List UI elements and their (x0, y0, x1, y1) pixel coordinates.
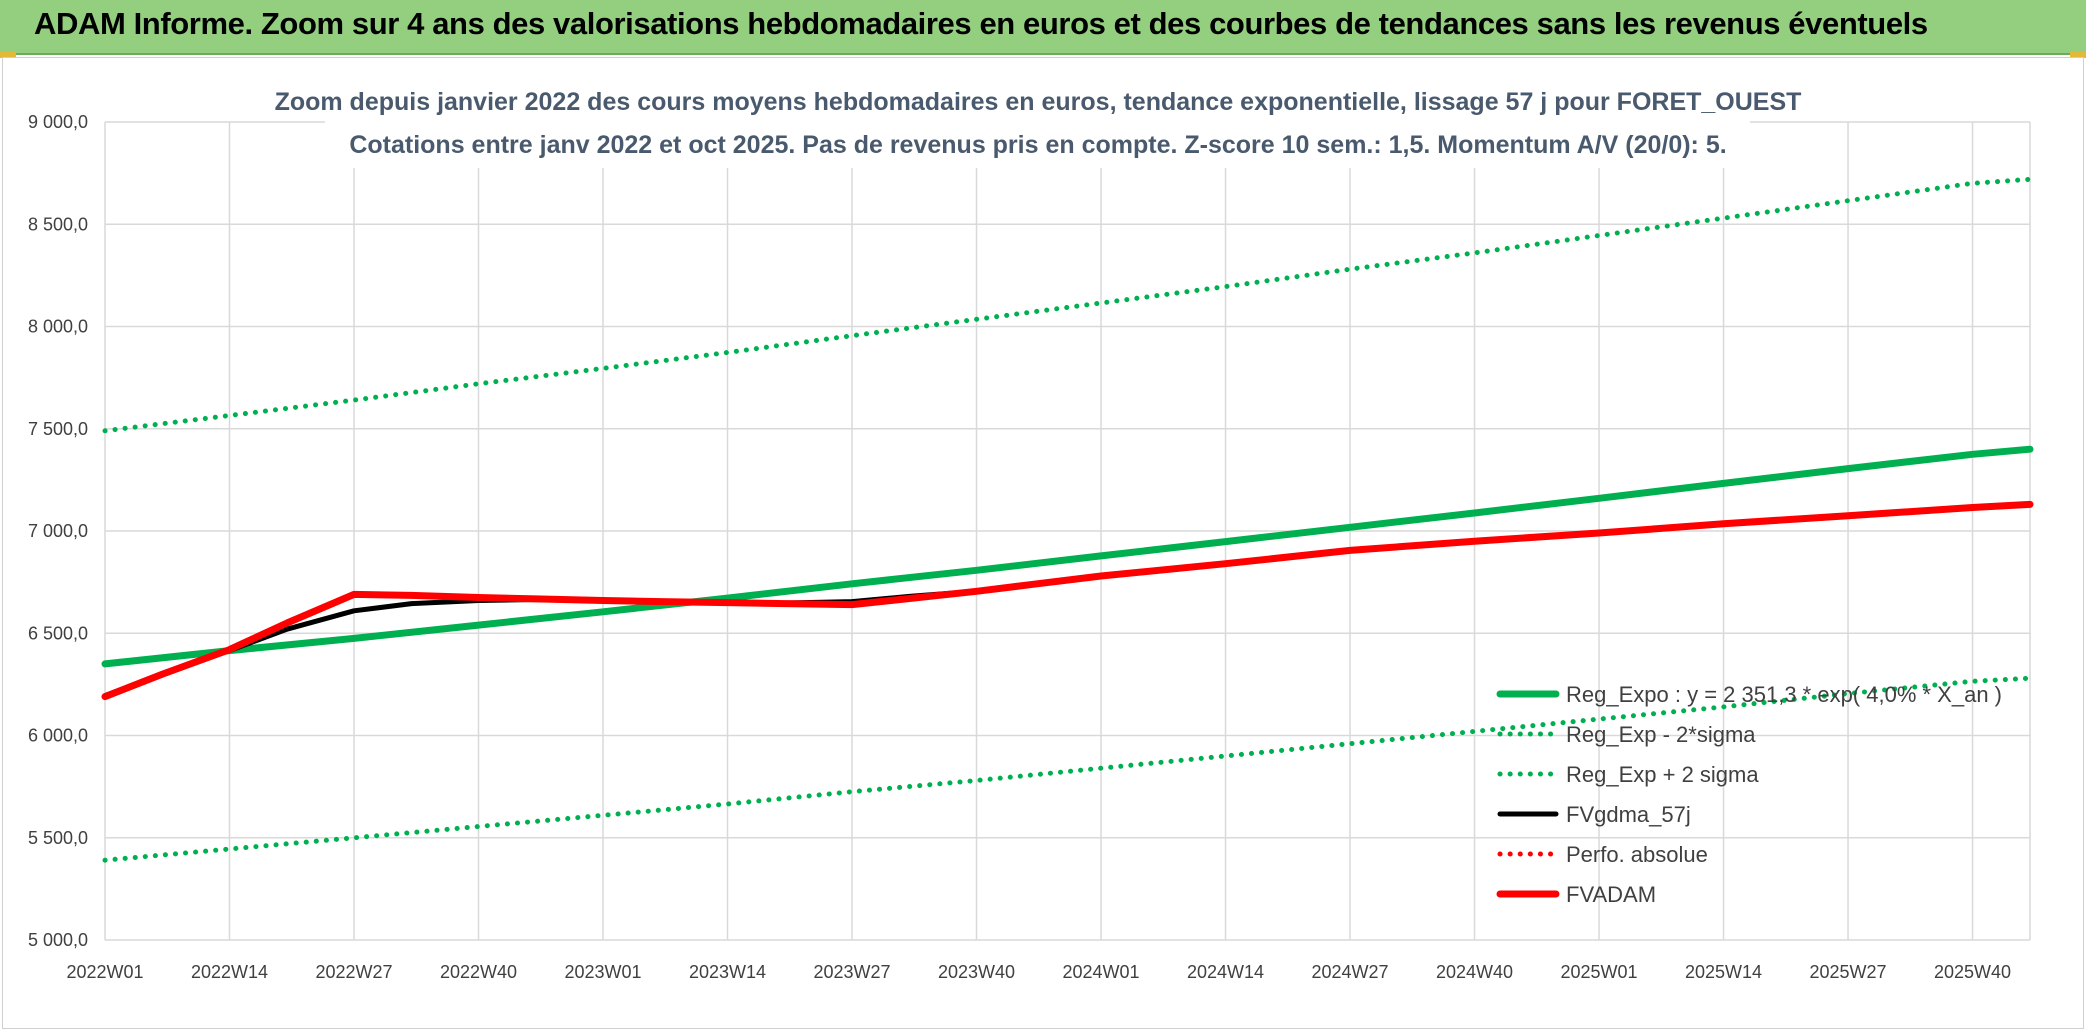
x-tick-label: 2024W14 (1187, 962, 1264, 982)
banner-corner-left (0, 52, 16, 58)
legend: Reg_Expo : y = 2 351,3 * exp( 4,0% * X_a… (1496, 682, 2002, 907)
chart-titles: Zoom depuis janvier 2022 des cours moyen… (275, 80, 1802, 168)
title-background (325, 80, 1750, 168)
x-tick-label: 2023W01 (564, 962, 641, 982)
x-tick-label: 2022W01 (66, 962, 143, 982)
x-tick-label: 2022W40 (440, 962, 517, 982)
y-tick-label: 5 500,0 (28, 828, 88, 848)
x-tick-label: 2024W27 (1311, 962, 1388, 982)
x-tick-label: 2025W01 (1560, 962, 1637, 982)
chart-title: Zoom depuis janvier 2022 des cours moyen… (275, 88, 1802, 116)
x-tick-label: 2023W14 (689, 962, 766, 982)
x-tick-label: 2023W27 (813, 962, 890, 982)
series-line-0 (101, 445, 2034, 668)
legend-label-3: FVgdma_57j (1566, 802, 1691, 827)
x-axis: 2022W01 2022W14 2022W27 2022W40 2023W01 2023W… (66, 962, 2011, 982)
x-tick-label: 2024W01 (1062, 962, 1139, 982)
series-line-5 (101, 500, 2034, 701)
y-tick-label: 6 000,0 (28, 726, 88, 746)
chart-subtitle: Cotations entre janv 2022 et oct 2025. P… (349, 131, 1726, 159)
y-tick-label: 7 000,0 (28, 521, 88, 541)
y-axis: 5 000,0 5 500,0 6 000,0 6 500,0 7 000,0 7 500… (28, 112, 88, 950)
y-tick-label: 9 000,0 (28, 112, 88, 132)
report-title: ADAM Informe. Zoom sur 4 ans des valoris… (34, 6, 1928, 41)
y-tick-label: 8 500,0 (28, 214, 88, 234)
chart-frame (2, 57, 2084, 1029)
legend-label-0: Reg_Expo : y = 2 351,3 * exp( 4,0% * X_a… (1566, 682, 2002, 707)
report-banner: ADAM Informe. Zoom sur 4 ans des valoris… (0, 0, 2086, 55)
legend-label-2: Reg_Exp + 2 sigma (1566, 762, 1759, 787)
y-tick-label: 6 500,0 (28, 623, 88, 643)
y-tick-label: 7 500,0 (28, 419, 88, 439)
x-tick-label: 2025W40 (1934, 962, 2011, 982)
grid-lines (104, 121, 2031, 941)
x-tick-label: 2024W40 (1436, 962, 1513, 982)
x-tick-label: 2025W27 (1810, 962, 1887, 982)
series-line-1 (102, 675, 2033, 863)
legend-label-4: Perfo. absolue (1566, 842, 1708, 867)
x-tick-label: 2022W27 (315, 962, 392, 982)
series-line-2 (102, 176, 2033, 434)
legend-label-5: FVADAM (1566, 882, 1656, 907)
x-tick-label: 2025W14 (1685, 962, 1762, 982)
banner-corner-right (2070, 52, 2086, 58)
x-tick-label: 2023W40 (938, 962, 1015, 982)
series-lines (101, 176, 2034, 863)
y-tick-label: 5 000,0 (28, 930, 88, 950)
legend-label-1: Reg_Exp - 2*sigma (1566, 722, 1756, 747)
y-tick-label: 8 000,0 (28, 317, 88, 337)
x-tick-label: 2022W14 (191, 962, 268, 982)
